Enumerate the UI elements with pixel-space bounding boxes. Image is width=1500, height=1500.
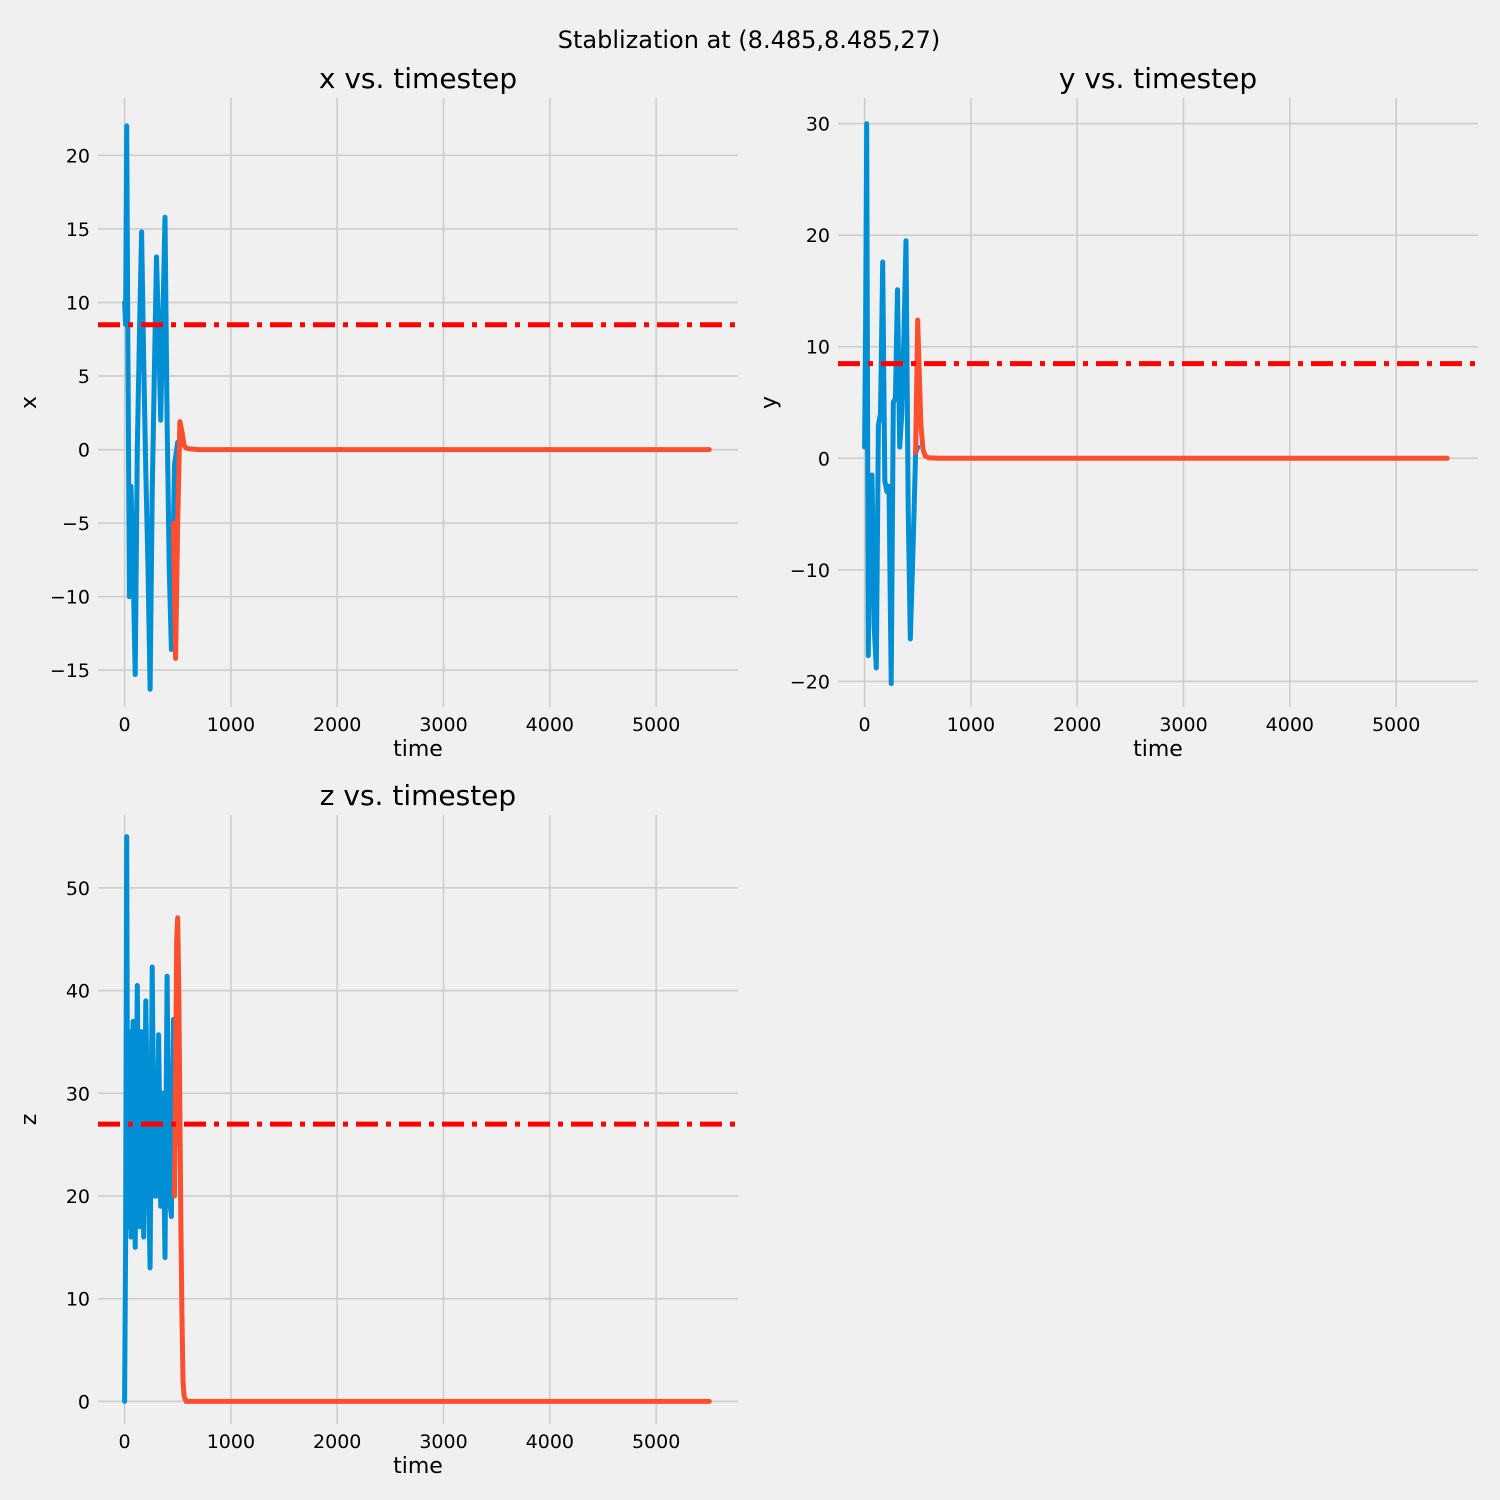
x-tick-label: 2000 [1053,714,1101,736]
trajectory-series-line [122,834,179,1404]
x-tick-label: 0 [119,1431,131,1453]
plot-area [838,121,1478,687]
x-tick-label: 3000 [1159,714,1207,736]
y-tick-label: −20 [790,671,830,693]
x-axis-label: time [393,737,443,762]
controlled-series-line [172,915,712,1404]
trajectory-series-line [862,121,921,687]
y-tick-label: −10 [790,560,830,582]
trajectory-series-line [122,123,181,692]
y-tick-label: 0 [818,448,830,470]
x-tick-label: 5000 [632,714,680,736]
y-tick-label: 0 [78,440,90,462]
gridlines [98,815,738,1424]
gridlines [838,98,1478,707]
x-axis-label: time [1133,737,1183,762]
y-tick-label: −10 [50,587,90,609]
subplot-title: z vs. timestep [320,779,516,812]
figure-suptitle: Stablization at (8.485,8.485,27) [558,26,941,54]
subplot-x: 0 1000 2000 3000 4000 5000 −15 −10 −5 0 5 10 15 20 x v… [17,62,738,762]
y-tick-label: 20 [806,225,830,247]
x-tick-label: 1000 [207,1431,255,1453]
y-tick-label: 50 [66,878,90,900]
subplot-title: y vs. timestep [1059,62,1257,95]
x-axis-label: time [393,1454,443,1479]
x-tick-label: 3000 [419,1431,467,1453]
x-tick-label: 0 [859,714,871,736]
y-axis-label: y [757,396,782,409]
y-tick-label: 10 [66,292,90,314]
subplot-z: 0 1000 2000 3000 4000 5000 0 10 20 30 40 50 z vs. ti… [17,779,738,1479]
y-tick-label: 30 [66,1083,90,1105]
y-tick-label: 20 [66,145,90,167]
y-tick-label: 20 [66,1186,90,1208]
controlled-series-line [171,419,712,661]
x-tick-label: 2000 [313,714,361,736]
plot-area [98,834,738,1404]
y-tick-label: 10 [66,1289,90,1311]
subplot-y: 0 1000 2000 3000 4000 5000 −20 −10 0 10 20 30 y vs. … [757,62,1478,762]
x-tick-label: 3000 [419,714,467,736]
y-axis-label: z [17,1114,42,1126]
y-tick-label: 30 [806,114,830,136]
plot-area [98,123,738,692]
y-tick-label: −5 [62,513,90,535]
x-tick-label: 0 [119,714,131,736]
subplot-title: x vs. timestep [319,62,517,95]
gridlines [98,98,738,707]
x-tick-label: 4000 [1266,714,1314,736]
x-tick-label: 1000 [947,714,995,736]
y-tick-label: −15 [50,660,90,682]
x-tick-label: 4000 [526,1431,574,1453]
controlled-series-line [913,317,1450,461]
y-axis-label: x [17,396,42,409]
x-tick-label: 1000 [207,714,255,736]
x-tick-label: 5000 [1372,714,1420,736]
x-tick-label: 2000 [313,1431,361,1453]
y-tick-label: 15 [66,219,90,241]
y-tick-label: 0 [78,1391,90,1413]
y-tick-label: 5 [78,366,90,388]
x-tick-label: 4000 [526,714,574,736]
y-tick-label: 40 [66,981,90,1003]
x-tick-label: 5000 [632,1431,680,1453]
y-tick-label: 10 [806,337,830,359]
